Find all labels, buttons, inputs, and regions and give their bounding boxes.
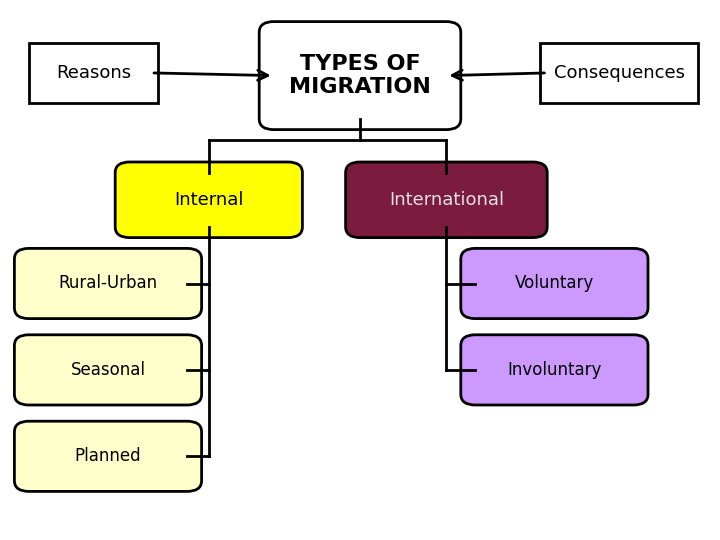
FancyBboxPatch shape bbox=[461, 335, 648, 405]
FancyBboxPatch shape bbox=[29, 43, 158, 103]
FancyBboxPatch shape bbox=[346, 162, 547, 238]
Text: Reasons: Reasons bbox=[56, 64, 131, 82]
Text: Internal: Internal bbox=[174, 191, 243, 209]
Text: TYPES OF
MIGRATION: TYPES OF MIGRATION bbox=[289, 54, 431, 97]
Text: Rural-Urban: Rural-Urban bbox=[58, 274, 158, 293]
Text: Voluntary: Voluntary bbox=[515, 274, 594, 293]
FancyBboxPatch shape bbox=[259, 22, 461, 130]
Text: Planned: Planned bbox=[75, 447, 141, 465]
Text: Involuntary: Involuntary bbox=[507, 361, 602, 379]
FancyBboxPatch shape bbox=[14, 421, 202, 491]
FancyBboxPatch shape bbox=[14, 248, 202, 319]
FancyBboxPatch shape bbox=[14, 335, 202, 405]
Text: International: International bbox=[389, 191, 504, 209]
FancyBboxPatch shape bbox=[115, 162, 302, 238]
Text: Seasonal: Seasonal bbox=[71, 361, 145, 379]
FancyBboxPatch shape bbox=[540, 43, 698, 103]
FancyBboxPatch shape bbox=[461, 248, 648, 319]
Text: Consequences: Consequences bbox=[554, 64, 685, 82]
